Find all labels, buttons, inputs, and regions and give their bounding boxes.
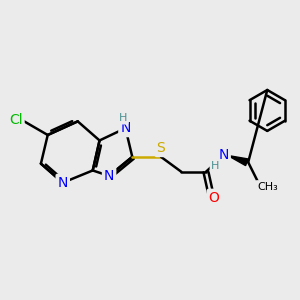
Text: CH₃: CH₃ <box>257 182 278 192</box>
Text: N: N <box>58 176 68 190</box>
Text: N: N <box>218 148 229 163</box>
Text: N: N <box>104 169 114 183</box>
Text: S: S <box>157 141 165 155</box>
Text: N: N <box>120 121 130 135</box>
Text: H: H <box>118 113 127 123</box>
Text: O: O <box>209 191 220 205</box>
Text: Cl: Cl <box>9 113 22 127</box>
Polygon shape <box>228 155 248 166</box>
Text: H: H <box>211 161 220 171</box>
